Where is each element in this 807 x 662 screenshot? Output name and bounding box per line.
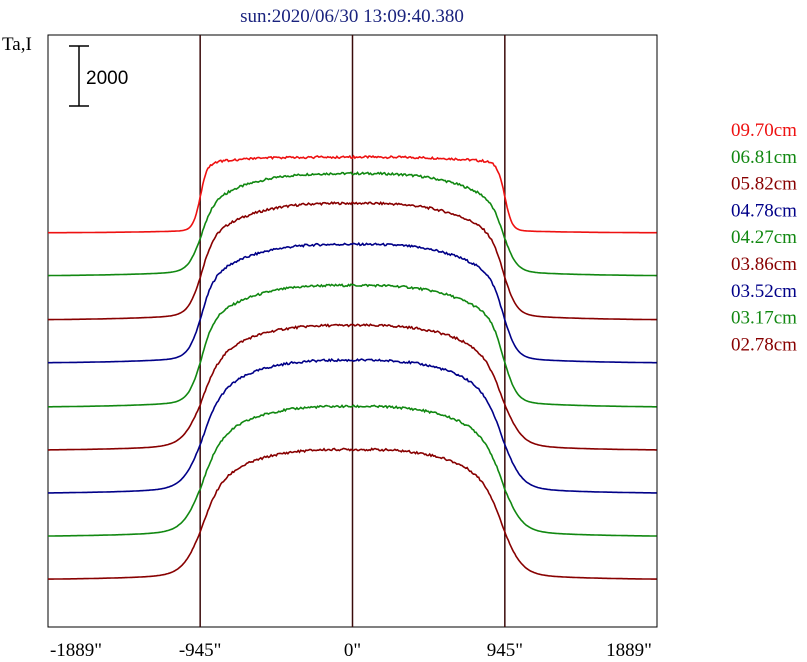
series-line-04.78cm (48, 241, 657, 364)
x-tick-label: 0" (344, 640, 361, 661)
legend-item: 04.78cm (731, 200, 797, 221)
series-line-05.82cm (48, 201, 657, 321)
series-line-04.27cm (48, 283, 657, 408)
legend-item: 03.17cm (731, 308, 797, 329)
series-line-09.70cm (48, 154, 657, 234)
x-tick-label: 945" (487, 640, 523, 661)
legend-item: 02.78cm (731, 334, 797, 355)
y-axis-label: Ta,I (2, 34, 32, 55)
series-line-06.81cm (48, 171, 657, 277)
scale-bar-label: 2000 (86, 68, 128, 89)
legend-item: 03.52cm (731, 281, 797, 302)
legend-item: 05.82cm (731, 174, 797, 195)
series-line-03.86cm (48, 323, 657, 451)
x-tick-label: -945" (179, 640, 222, 661)
series-line-02.78cm (48, 447, 657, 580)
legend-item: 04.27cm (731, 227, 797, 248)
chart-title: sun:2020/06/30 13:09:40.380 (240, 6, 464, 27)
x-tick-label: 1889" (606, 640, 652, 661)
legend-item: 06.81cm (731, 147, 797, 168)
legend-item: 09.70cm (731, 120, 797, 141)
series-line-03.52cm (48, 357, 657, 494)
scale-bar: 2000 (69, 45, 128, 107)
legend-item: 03.86cm (731, 254, 797, 275)
x-tick-label: -1889" (50, 640, 102, 661)
series-line-03.17cm (48, 404, 657, 537)
